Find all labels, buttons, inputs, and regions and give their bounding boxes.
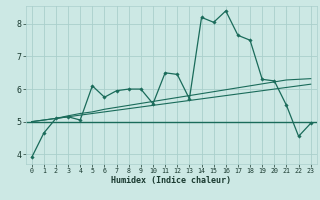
X-axis label: Humidex (Indice chaleur): Humidex (Indice chaleur) xyxy=(111,176,231,185)
